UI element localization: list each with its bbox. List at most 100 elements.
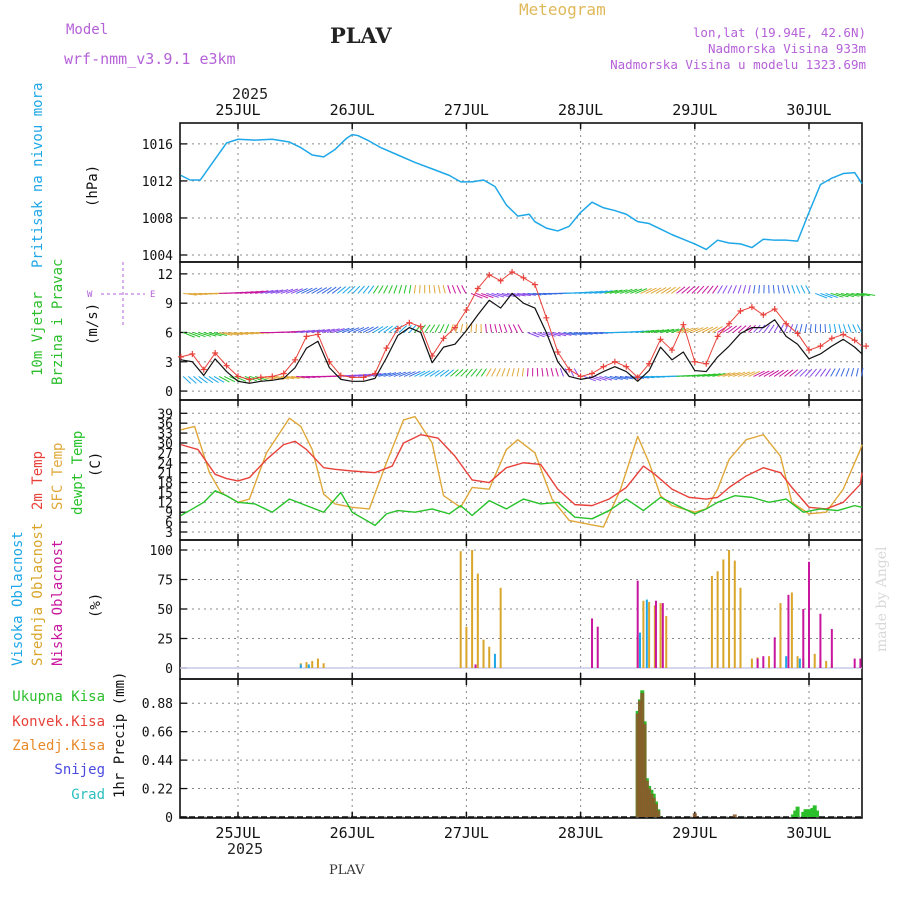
wind-barb (442, 284, 446, 294)
footer-station: PLAV (329, 863, 365, 878)
total-precip-bar (812, 805, 817, 817)
wind-barb (511, 367, 515, 377)
wind-barb (732, 285, 737, 294)
wind-barb (791, 285, 796, 294)
y-tick-label: 6 (165, 326, 173, 341)
y-tick-label: 9 (165, 297, 173, 312)
total-precip-bar (793, 810, 798, 817)
wind-barb (753, 284, 756, 294)
wind-barb (321, 328, 335, 333)
wind-barb (182, 376, 192, 384)
wind-barb (362, 285, 370, 294)
high-cloud-bar (307, 664, 310, 668)
wind-barb (840, 368, 845, 377)
wind-barb (650, 329, 665, 333)
wind-barb (609, 375, 623, 381)
wind-barb (428, 284, 431, 294)
wind-barb (655, 287, 667, 294)
wind-barb (753, 324, 761, 333)
wind-barb (686, 286, 695, 294)
precipitation-frame (179, 678, 863, 819)
y-tick-label: 30 (157, 437, 173, 452)
precip-total-title: Ukupna Kisa (12, 689, 105, 705)
wind-barb (640, 329, 655, 333)
wind-barb (773, 324, 780, 333)
wind-barb (229, 331, 244, 336)
wind-barb (408, 284, 412, 294)
wind-barb (768, 324, 775, 333)
low-cloud-bar (474, 664, 477, 668)
wind-barb (352, 285, 361, 294)
wind-barb (799, 324, 803, 333)
wind-barb (825, 368, 831, 377)
wind-barb (255, 290, 269, 294)
wind-barb (546, 367, 549, 377)
wind-barb (301, 329, 315, 333)
wind-barb (188, 292, 203, 296)
wind-barb (645, 329, 660, 333)
precip-unit: 1hr Precip (mm) (112, 672, 128, 798)
wind-barb (727, 325, 738, 333)
wind-barb (280, 288, 294, 294)
wind-barb (296, 288, 308, 294)
wind-barb (203, 331, 217, 337)
wind-barb (326, 286, 337, 294)
wind-barb (517, 292, 531, 297)
precip-strat-title: Zaledj.Kisa (12, 738, 105, 754)
wind-barb (814, 368, 822, 377)
wind-barb (758, 370, 770, 377)
wind-direction-legend: W E (87, 262, 155, 326)
convective-precip-bar (649, 793, 654, 817)
wind-barb (820, 368, 827, 377)
watermark: made by Angel (874, 546, 890, 652)
y-tick-label: 0 (165, 385, 173, 400)
mid-cloud-bar (465, 626, 468, 668)
hail-title: Grad (71, 787, 105, 803)
wind-barb (614, 289, 628, 294)
convective-precip-bar (656, 810, 661, 817)
wind-barb (424, 370, 435, 377)
wind-barb (239, 291, 254, 294)
t2-title: 2m Temp (30, 451, 46, 510)
wind-barb (701, 326, 714, 333)
y-tick-label: 1012 (142, 175, 173, 190)
wind-barb (383, 372, 397, 377)
wind-barb (517, 324, 523, 333)
low-cloud-bar (830, 629, 833, 668)
wind-barb (455, 324, 459, 333)
wind-barb (275, 375, 290, 380)
wind-barb (712, 326, 723, 333)
mid-cloud-bar (750, 658, 753, 668)
wind-barb (433, 284, 436, 294)
wind-barb (727, 371, 741, 377)
wind-barb (542, 331, 556, 337)
wind-barb (773, 369, 784, 377)
wind-barb (850, 368, 855, 377)
y-tick-label: 18 (157, 477, 173, 492)
mid-cloud-bar (739, 587, 742, 668)
total-precip-bar (791, 814, 796, 817)
convective-precip-bar (651, 797, 656, 817)
wind-barb (784, 369, 794, 377)
low-cloud-bar (762, 656, 765, 668)
wind-barb (753, 370, 765, 377)
wind-barb (403, 284, 407, 294)
mid-cloud-bar (779, 603, 782, 668)
y-tick-label: 1004 (142, 249, 173, 264)
mid-cloud-bar (665, 616, 668, 668)
wind-barb (795, 285, 801, 294)
low-cloud-bar (859, 658, 862, 668)
wind-barb (393, 371, 407, 377)
wind-barb (619, 375, 634, 380)
wind-barb (480, 368, 487, 377)
wind-barb (758, 324, 766, 333)
wind-barb (645, 287, 657, 294)
wind-barb (342, 286, 351, 294)
y-tick-label: 6 (165, 516, 173, 531)
wind-barb (244, 331, 259, 335)
wind-barb (316, 328, 330, 333)
wind-barb (393, 285, 398, 294)
wind-barb (451, 285, 457, 294)
wind-barb (676, 327, 689, 333)
wind-barb (851, 292, 865, 297)
